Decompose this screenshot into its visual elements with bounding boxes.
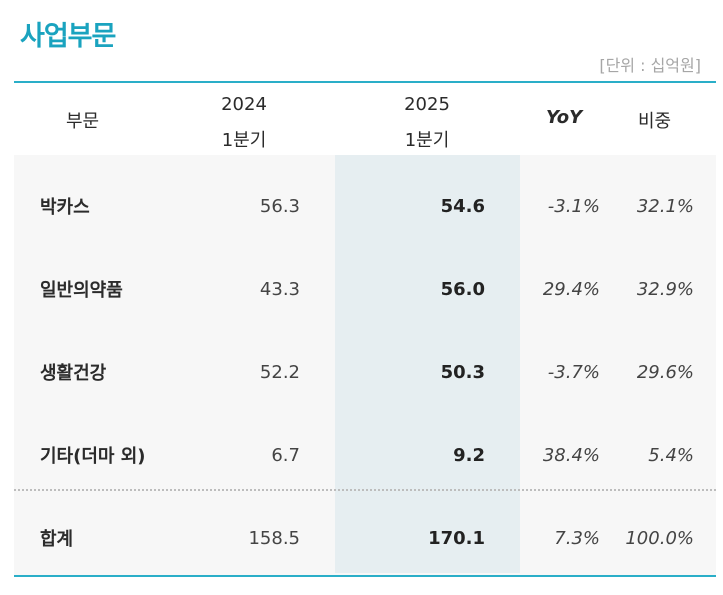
cell-2025: 54.6 bbox=[440, 196, 485, 217]
header-2025: 2025 1분기 bbox=[392, 87, 462, 159]
cell-2025: 50.3 bbox=[440, 362, 485, 383]
cell-share: 5.4% bbox=[648, 445, 694, 466]
row-label: 생활건강 bbox=[40, 363, 107, 384]
cell-yoy: -3.7% bbox=[547, 362, 600, 383]
cell-2025: 9.2 bbox=[453, 445, 485, 466]
header-2025-year: 2025 bbox=[404, 94, 450, 115]
segment-table: 부문 2024 1분기 2025 1분기 YoY 비중 박카스 56.3 54.… bbox=[14, 81, 716, 577]
total-share: 100.0% bbox=[625, 528, 694, 549]
total-divider bbox=[14, 489, 716, 491]
cell-2024: 52.2 bbox=[259, 362, 300, 383]
header-2025-quarter: 1분기 bbox=[404, 130, 450, 151]
row-label: 기타(더마 외) bbox=[40, 446, 146, 467]
total-yoy: 7.3% bbox=[554, 528, 600, 549]
cell-yoy: 38.4% bbox=[542, 445, 600, 466]
unit-label: [단위 : 십억원] bbox=[599, 56, 701, 75]
header-2024-quarter: 1분기 bbox=[221, 130, 267, 151]
cell-yoy: 29.4% bbox=[542, 279, 600, 300]
header-2024-year: 2024 bbox=[221, 94, 267, 115]
row-label: 박카스 bbox=[40, 197, 90, 218]
total-2025: 170.1 bbox=[428, 528, 485, 549]
header-yoy: YoY bbox=[546, 107, 583, 128]
cell-share: 32.1% bbox=[636, 196, 694, 217]
cell-share: 29.6% bbox=[636, 362, 694, 383]
page-title: 사업부문 bbox=[20, 21, 116, 52]
cell-2024: 56.3 bbox=[259, 196, 300, 217]
row-label: 일반의약품 bbox=[40, 280, 123, 301]
total-label: 합계 bbox=[40, 529, 74, 550]
header-segment: 부문 bbox=[66, 111, 100, 132]
cell-2025: 56.0 bbox=[440, 279, 485, 300]
header-share: 비중 bbox=[638, 111, 672, 132]
total-2024: 158.5 bbox=[248, 528, 300, 549]
cell-2024: 6.7 bbox=[271, 445, 300, 466]
cell-2024: 43.3 bbox=[259, 279, 300, 300]
header-2024: 2024 1분기 bbox=[209, 87, 279, 159]
column-2025-highlight bbox=[335, 155, 520, 573]
cell-yoy: -3.1% bbox=[547, 196, 600, 217]
table-header bbox=[14, 83, 716, 155]
cell-share: 32.9% bbox=[636, 279, 694, 300]
